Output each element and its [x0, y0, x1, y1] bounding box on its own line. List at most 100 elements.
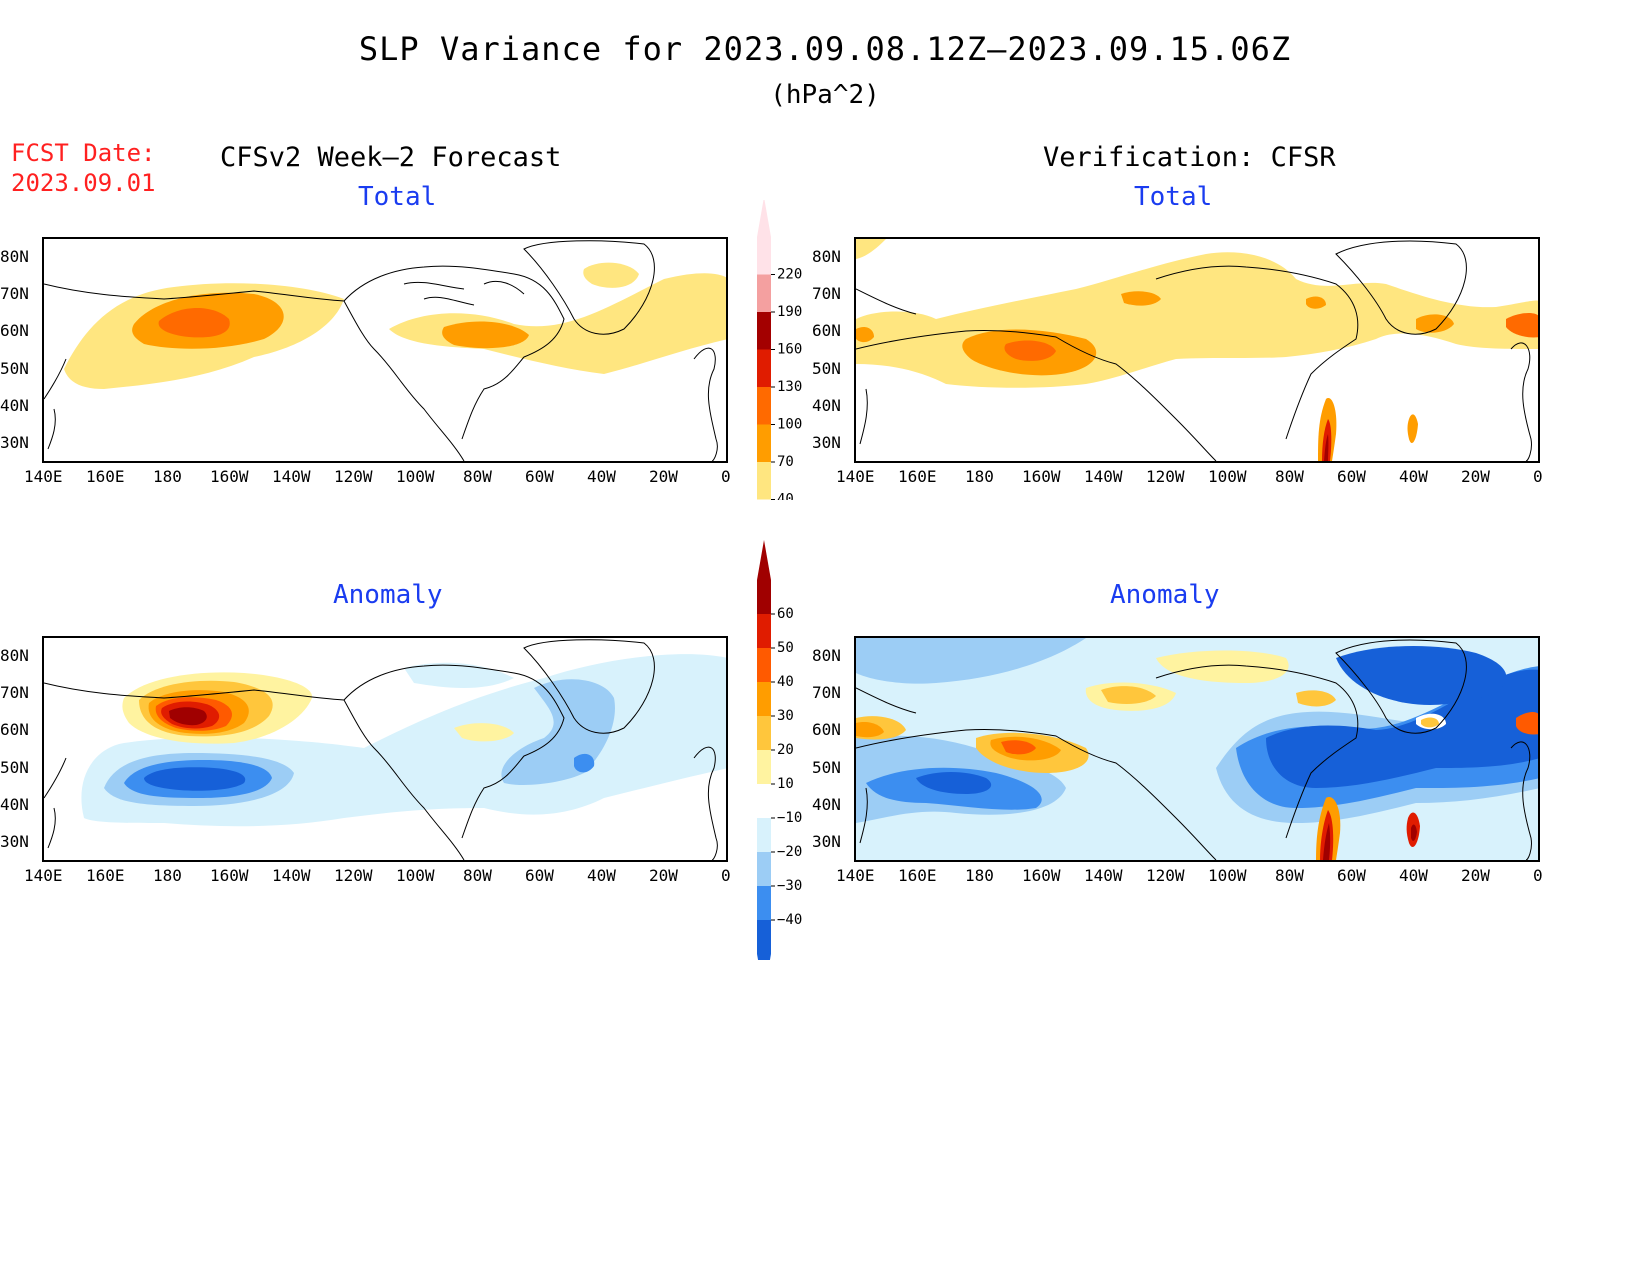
lon-tick-label: 0	[1533, 866, 1543, 885]
verification-total-map	[854, 237, 1540, 463]
lon-tick-label: 100W	[1208, 866, 1247, 885]
forecast-total-map	[42, 237, 728, 463]
forecast-anomaly-map	[42, 636, 728, 862]
colorbar-cell	[757, 387, 771, 425]
colorbar-cell	[757, 274, 771, 312]
colorbar-level-label: 190	[777, 304, 802, 320]
colorbar-cell	[757, 462, 771, 500]
lon-tick-label: 120W	[1146, 467, 1185, 486]
colorbar-top-arrow	[757, 540, 771, 580]
colorbar-level-label: 30	[777, 708, 794, 724]
lat-tick-label: 60N	[0, 720, 29, 739]
lat-tick-label: 80N	[0, 247, 29, 266]
colorbar-level-label: −30	[777, 878, 802, 894]
colorbar-level-label: 70	[777, 454, 794, 470]
verification-header: Verification: CFSR	[1043, 142, 1336, 173]
figure-title: SLP Variance for 2023.09.08.12Z–2023.09.…	[358, 30, 1292, 68]
lon-tick-label: 160E	[898, 866, 937, 885]
lon-tick-label: 160W	[1022, 467, 1061, 486]
lon-tick-label: 160E	[86, 467, 125, 486]
lon-tick-label: 140E	[836, 866, 875, 885]
verification-total-subtitle: Total	[1134, 182, 1213, 212]
forecast-header: CFSv2 Week–2 Forecast	[220, 142, 562, 173]
lon-tick-label: 140W	[272, 866, 311, 885]
colorbar-cell	[757, 818, 771, 852]
lat-tick-label: 50N	[812, 758, 841, 777]
colorbar-anomaly: 60 50 40 30 20 10 −10 −20 −30 −40	[755, 540, 815, 994]
lat-tick-label: 30N	[0, 433, 29, 452]
lon-tick-label: 140E	[24, 467, 63, 486]
lon-tick-label: 100W	[396, 467, 435, 486]
lon-tick-label: 20W	[649, 866, 678, 885]
lat-tick-label: 60N	[0, 321, 29, 340]
forecast-anomaly-subtitle: Anomaly	[333, 580, 443, 610]
colorbar-total-graphic: 220 190 160 130 100 70 40	[757, 197, 802, 540]
lon-tick-label: 60W	[525, 467, 554, 486]
colorbar-cell	[757, 237, 771, 275]
lon-tick-label: 20W	[649, 467, 678, 486]
lat-tick-label: 70N	[812, 683, 841, 702]
coastlines	[856, 639, 1532, 860]
lat-tick-label: 50N	[0, 359, 29, 378]
lat-tick-label: 40N	[812, 795, 841, 814]
lon-tick-label: 140W	[1084, 866, 1123, 885]
lon-tick-label: 80W	[463, 866, 492, 885]
lon-tick-label: 20W	[1461, 866, 1490, 885]
colorbar-level-label: −40	[777, 912, 802, 928]
colorbar-cell	[757, 614, 771, 648]
lon-tick-label: 40W	[1399, 467, 1428, 486]
colorbar-level-label: 40	[777, 674, 794, 690]
coastlines	[44, 639, 718, 860]
lon-tick-label: 60W	[525, 866, 554, 885]
lon-tick-label: 140E	[836, 467, 875, 486]
colorbar-cell	[757, 852, 771, 886]
lon-tick-label: 20W	[1461, 467, 1490, 486]
colorbar-total: 220 190 160 130 100 70 40	[755, 197, 815, 540]
colorbar-cell	[757, 716, 771, 750]
colorbar-cell	[757, 648, 771, 682]
lat-tick-label: 30N	[812, 433, 841, 452]
lon-tick-label: 140E	[24, 866, 63, 885]
lon-tick-label: 180	[153, 467, 182, 486]
forecast-total-subtitle: Total	[358, 182, 437, 212]
colorbar-level-label: 50	[777, 640, 794, 656]
lon-tick-label: 180	[965, 467, 994, 486]
colorbar-cell	[757, 312, 771, 350]
lat-tick-label: 30N	[812, 832, 841, 851]
lat-tick-label: 70N	[0, 284, 29, 303]
colorbar-cell	[757, 424, 771, 462]
colorbar-level-label: 100	[777, 417, 802, 433]
lon-tick-label: 0	[721, 866, 731, 885]
coastlines	[44, 240, 718, 461]
lon-tick-label: 180	[153, 866, 182, 885]
colorbar-cell	[757, 750, 771, 784]
lon-tick-label: 160W	[210, 866, 249, 885]
lon-tick-label: 120W	[1146, 866, 1185, 885]
lat-tick-label: 50N	[0, 758, 29, 777]
lon-tick-label: 180	[965, 866, 994, 885]
colorbar-level-label: 40	[777, 492, 794, 501]
lat-tick-label: 80N	[812, 646, 841, 665]
lat-tick-label: 60N	[812, 720, 841, 739]
lat-tick-label: 60N	[812, 321, 841, 340]
lon-tick-label: 40W	[587, 467, 616, 486]
colorbar-cell	[757, 349, 771, 387]
coastlines	[856, 240, 1532, 461]
colorbar-level-label: 160	[777, 342, 802, 358]
variance-shading	[64, 262, 726, 389]
fcst-date-block: FCST Date: 2023.09.01	[11, 138, 156, 198]
lat-tick-label: 30N	[0, 832, 29, 851]
lon-tick-label: 140W	[1084, 467, 1123, 486]
colorbar-bottom-arrow	[757, 954, 771, 994]
colorbar-level-label: 130	[777, 379, 802, 395]
lon-tick-label: 0	[1533, 467, 1543, 486]
lon-tick-label: 60W	[1337, 866, 1366, 885]
lat-tick-label: 80N	[0, 646, 29, 665]
lon-tick-label: 0	[721, 467, 731, 486]
fcst-date-label: FCST Date:	[11, 139, 156, 167]
colorbar-cell	[757, 920, 771, 954]
lat-tick-label: 70N	[0, 683, 29, 702]
lon-tick-label: 80W	[1275, 866, 1304, 885]
lon-tick-label: 100W	[396, 866, 435, 885]
verification-anomaly-subtitle: Anomaly	[1110, 580, 1220, 610]
